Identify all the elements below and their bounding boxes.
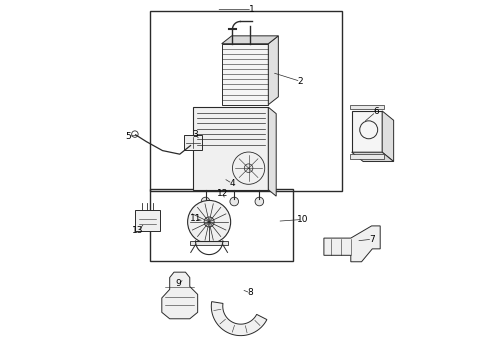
Circle shape [188, 201, 231, 243]
Text: 2: 2 [298, 77, 303, 86]
Text: 4: 4 [230, 179, 235, 188]
Polygon shape [211, 302, 267, 336]
Text: 8: 8 [247, 288, 253, 297]
Bar [184, 135, 202, 150]
Circle shape [230, 197, 239, 206]
Bar [150, 189, 294, 261]
Bar [191, 241, 228, 244]
Text: 5: 5 [125, 132, 131, 141]
Text: 3: 3 [192, 130, 197, 139]
Circle shape [245, 164, 253, 172]
Bar [135, 210, 160, 230]
Bar [350, 104, 384, 109]
Polygon shape [269, 107, 276, 196]
Circle shape [255, 197, 264, 206]
Text: 9: 9 [176, 279, 181, 288]
Bar [352, 111, 382, 152]
Circle shape [201, 197, 210, 206]
Text: 10: 10 [296, 215, 308, 224]
Text: 11: 11 [190, 214, 201, 223]
Polygon shape [324, 226, 380, 262]
Bar [350, 154, 384, 159]
Bar [193, 107, 269, 190]
Polygon shape [382, 111, 393, 162]
Text: 12: 12 [217, 189, 228, 198]
Polygon shape [352, 152, 393, 162]
Polygon shape [162, 272, 197, 319]
Text: 1: 1 [249, 5, 255, 14]
Text: 6: 6 [373, 107, 379, 116]
Text: 13: 13 [132, 226, 144, 235]
Circle shape [132, 131, 138, 137]
Bar [221, 44, 269, 105]
Polygon shape [221, 36, 278, 44]
Bar [150, 12, 342, 191]
Polygon shape [269, 36, 278, 105]
Text: 7: 7 [369, 235, 375, 244]
Circle shape [204, 217, 214, 227]
